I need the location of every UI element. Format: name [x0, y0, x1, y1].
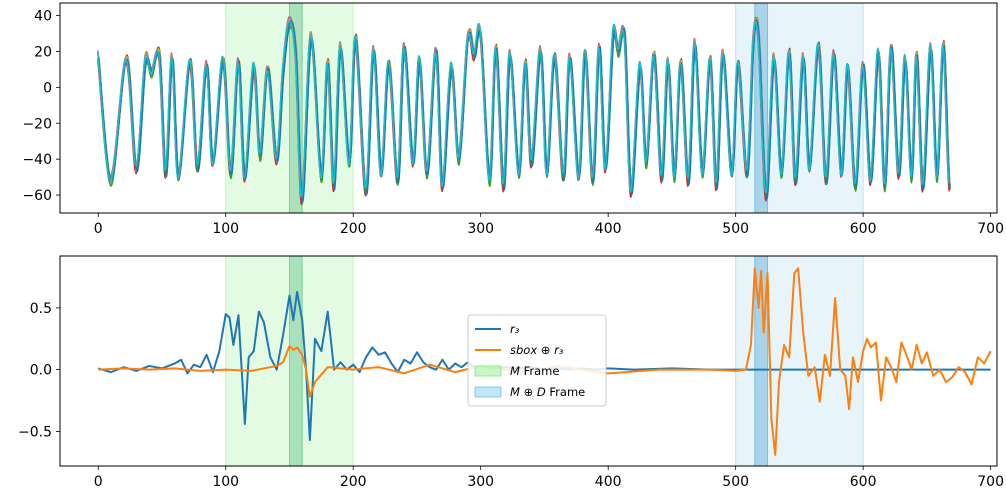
x-tick-label: 0: [94, 221, 103, 237]
y-tick-label: −60: [22, 188, 52, 204]
x-tick-label: 700: [977, 221, 1004, 237]
legend-patch-swatch: [474, 365, 502, 377]
x-tick-label: 100: [212, 474, 239, 490]
y-tick-label: 40: [34, 9, 52, 25]
shaded-region: [288, 255, 303, 467]
x-tick-label: 400: [595, 221, 622, 237]
x-tick-label: 0: [94, 474, 103, 490]
legend-label: M Frame: [510, 364, 559, 378]
x-tick-label: 300: [467, 221, 494, 237]
y-tick-label: −20: [22, 116, 52, 132]
legend-label: r₃: [510, 322, 520, 336]
y-tick-label: 0.5: [30, 301, 52, 317]
y-tick-label: 0.0: [30, 363, 52, 379]
x-tick-label: 600: [850, 221, 877, 237]
y-tick-label: 0: [43, 80, 52, 96]
waveform-traces: [96, 16, 952, 206]
axes-frame: [59, 255, 998, 467]
legend-label: sbox ⊕ r₃: [510, 343, 564, 357]
x-tick-label: 400: [595, 474, 622, 490]
x-tick-label: 500: [722, 474, 749, 490]
legend: r₃ sbox ⊕ r₃ M Frame M ⊕ D Frame: [467, 314, 607, 407]
y-tick-label: −40: [22, 152, 52, 168]
x-tick-label: 100: [212, 221, 239, 237]
axes-frame: [59, 2, 998, 214]
x-tick-label: 600: [850, 474, 877, 490]
x-tick-label: 500: [722, 221, 749, 237]
x-tick-label: 200: [340, 221, 367, 237]
legend-box: [467, 314, 607, 407]
bottom-panel: 0 100 200 300 400 500 600 700 −0.5 0.0 0.5 r₃ sbox ⊕…: [18, 255, 1004, 490]
series-line-sbox-r3: [98, 267, 992, 456]
x-tick-label: 200: [340, 474, 367, 490]
x-tick-label: 300: [467, 474, 494, 490]
top-panel: 0 100 200 300 400 500 600 700 −60 −40 −20 0 20 40: [22, 2, 1004, 237]
waveform-trace: [96, 20, 951, 198]
legend-patch-swatch: [474, 386, 502, 398]
y-tick-label: −0.5: [18, 424, 52, 440]
y-tick-label: 20: [34, 44, 52, 60]
x-tick-label: 700: [977, 474, 1004, 490]
legend-label: M ⊕ D Frame: [510, 385, 585, 399]
